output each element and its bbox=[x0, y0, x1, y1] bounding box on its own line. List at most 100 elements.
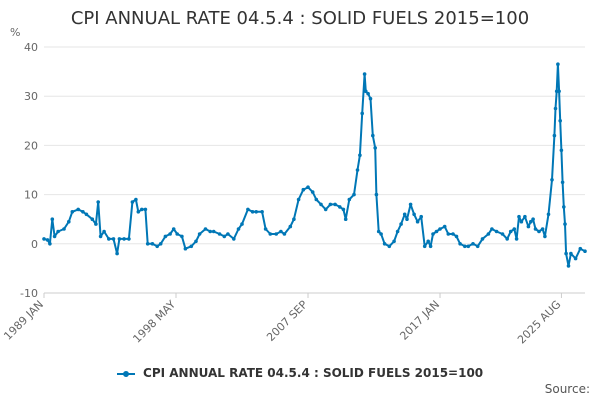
data-point[interactable] bbox=[107, 237, 111, 241]
data-point[interactable] bbox=[140, 207, 144, 212]
data-point[interactable] bbox=[246, 207, 250, 212]
data-point[interactable] bbox=[115, 251, 119, 256]
data-point[interactable] bbox=[319, 202, 323, 207]
data-point[interactable] bbox=[402, 212, 407, 217]
data-point[interactable] bbox=[505, 237, 510, 241]
data-point[interactable] bbox=[533, 227, 538, 231]
data-point[interactable] bbox=[454, 234, 459, 239]
data-point[interactable] bbox=[358, 153, 362, 157]
data-point[interactable] bbox=[96, 200, 100, 204]
data-point[interactable] bbox=[438, 227, 442, 231]
data-point[interactable] bbox=[84, 212, 89, 217]
data-point[interactable] bbox=[352, 192, 356, 197]
data-point[interactable] bbox=[382, 242, 387, 246]
data-point[interactable] bbox=[226, 232, 230, 236]
data-point[interactable] bbox=[366, 91, 370, 96]
data-point[interactable] bbox=[360, 111, 365, 116]
data-point[interactable] bbox=[250, 210, 255, 214]
data-point[interactable] bbox=[480, 237, 485, 241]
data-point[interactable] bbox=[254, 210, 258, 214]
data-point[interactable] bbox=[422, 244, 427, 249]
data-point[interactable] bbox=[260, 210, 264, 214]
data-point[interactable] bbox=[130, 200, 135, 204]
data-point[interactable] bbox=[466, 244, 471, 249]
data-point[interactable] bbox=[399, 222, 403, 226]
data-point[interactable] bbox=[127, 237, 131, 241]
data-point[interactable] bbox=[70, 210, 75, 214]
data-point[interactable] bbox=[364, 89, 368, 94]
data-point[interactable] bbox=[117, 237, 122, 241]
data-point[interactable] bbox=[48, 242, 52, 246]
data-point[interactable] bbox=[62, 227, 66, 231]
data-point[interactable] bbox=[296, 197, 301, 202]
data-point[interactable] bbox=[514, 237, 519, 241]
data-point[interactable] bbox=[458, 242, 462, 246]
data-point[interactable] bbox=[560, 180, 565, 185]
data-point[interactable] bbox=[490, 227, 494, 231]
data-point[interactable] bbox=[143, 207, 148, 212]
data-point[interactable] bbox=[531, 217, 535, 221]
data-point[interactable] bbox=[373, 146, 378, 150]
data-point[interactable] bbox=[158, 242, 163, 246]
data-point[interactable] bbox=[405, 217, 409, 221]
data-point[interactable] bbox=[232, 237, 236, 241]
data-point[interactable] bbox=[546, 212, 551, 217]
data-point[interactable] bbox=[558, 119, 562, 123]
data-point[interactable] bbox=[122, 237, 126, 241]
data-point[interactable] bbox=[523, 214, 527, 219]
data-point[interactable] bbox=[526, 224, 531, 229]
data-point[interactable] bbox=[368, 96, 373, 101]
data-point[interactable] bbox=[463, 244, 467, 249]
data-point[interactable] bbox=[197, 232, 202, 236]
data-point[interactable] bbox=[102, 229, 106, 234]
data-point[interactable] bbox=[556, 62, 560, 66]
data-point[interactable] bbox=[282, 232, 287, 236]
data-point[interactable] bbox=[395, 229, 400, 234]
data-point[interactable] bbox=[419, 214, 424, 219]
data-point[interactable] bbox=[168, 232, 172, 236]
data-point[interactable] bbox=[583, 249, 587, 253]
data-point[interactable] bbox=[211, 229, 216, 234]
data-point[interactable] bbox=[387, 244, 392, 249]
data-point[interactable] bbox=[163, 234, 168, 239]
data-point[interactable] bbox=[145, 242, 150, 246]
data-point[interactable] bbox=[415, 219, 420, 224]
data-point[interactable] bbox=[341, 207, 346, 212]
legend[interactable]: CPI ANNUAL RATE 04.5.4 : SOLID FUELS 201… bbox=[0, 366, 600, 380]
data-point[interactable] bbox=[52, 234, 57, 239]
data-point[interactable] bbox=[268, 232, 273, 236]
data-point[interactable] bbox=[557, 89, 561, 94]
data-point[interactable] bbox=[314, 197, 319, 202]
data-point[interactable] bbox=[486, 232, 491, 236]
data-point[interactable] bbox=[155, 244, 159, 249]
data-point[interactable] bbox=[442, 224, 447, 229]
data-point[interactable] bbox=[301, 187, 306, 192]
data-point[interactable] bbox=[189, 244, 194, 249]
data-point[interactable] bbox=[76, 207, 80, 212]
data-point[interactable] bbox=[451, 232, 455, 236]
data-point[interactable] bbox=[446, 232, 451, 236]
data-point[interactable] bbox=[543, 234, 547, 239]
data-point[interactable] bbox=[310, 190, 315, 194]
data-point[interactable] bbox=[537, 229, 541, 234]
data-point[interactable] bbox=[426, 239, 431, 244]
data-point[interactable] bbox=[56, 229, 60, 234]
data-point[interactable] bbox=[566, 264, 571, 268]
data-point[interactable] bbox=[500, 232, 505, 236]
data-point[interactable] bbox=[494, 229, 499, 234]
data-point[interactable] bbox=[471, 242, 475, 246]
data-point[interactable] bbox=[263, 227, 268, 231]
data-point[interactable] bbox=[208, 229, 212, 234]
data-point[interactable] bbox=[529, 219, 533, 224]
data-point[interactable] bbox=[203, 227, 208, 231]
data-point[interactable] bbox=[222, 234, 227, 239]
data-point[interactable] bbox=[562, 205, 566, 209]
data-point[interactable] bbox=[50, 217, 55, 221]
data-point[interactable] bbox=[559, 148, 564, 153]
data-point[interactable] bbox=[343, 217, 348, 221]
data-point[interactable] bbox=[42, 237, 46, 241]
data-point[interactable] bbox=[578, 246, 583, 251]
data-point[interactable] bbox=[94, 222, 98, 226]
data-point[interactable] bbox=[379, 232, 383, 236]
data-point[interactable] bbox=[134, 197, 138, 202]
